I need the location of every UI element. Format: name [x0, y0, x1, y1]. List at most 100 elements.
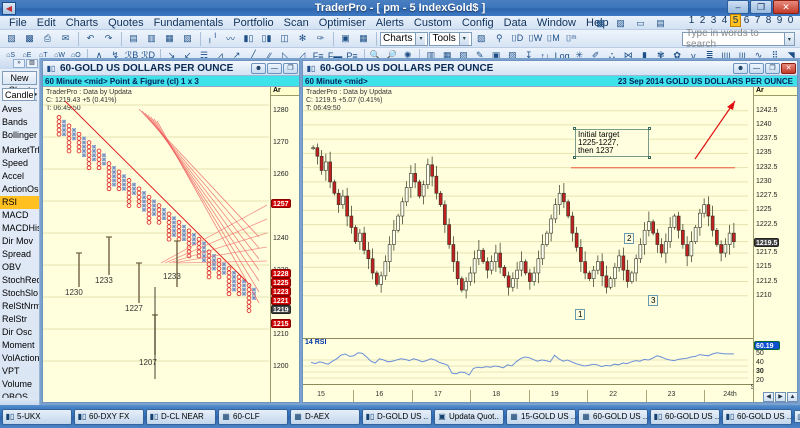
close-button[interactable]: ✕	[773, 0, 799, 14]
toolbar-draw-icon-10[interactable]: F▬	[327, 50, 343, 61]
toolbar-icon-g1-1[interactable]: ↷	[104, 33, 113, 43]
candle-maximize-button[interactable]: ❐	[765, 62, 780, 74]
indicator-item-relstnrm[interactable]: RelStNrm	[2, 301, 39, 311]
candle-current-price-tag[interactable]: 1219.5	[754, 237, 780, 247]
wave-label-2[interactable]: 2	[624, 233, 635, 244]
toolbar-zoom-icon-0[interactable]: 🔍	[369, 50, 381, 60]
dock-collapse-icon[interactable]: »	[13, 59, 25, 68]
taskbar-item-9[interactable]: ▮▯ 60-GOLD US ..	[650, 408, 720, 425]
chevron-down-icon[interactable]: ▾	[33, 89, 38, 100]
menu-item-data[interactable]: Data	[503, 16, 527, 29]
indicator-item-macdhis[interactable]: MACDHis	[2, 223, 39, 233]
indicator-item-bands[interactable]: Bands	[2, 117, 28, 127]
toolbar-right-icon-5[interactable]: ▨	[508, 50, 517, 60]
toolbar-shape-icon-0[interactable]: ∧	[95, 50, 103, 60]
toolbar-right-icon-8[interactable]: Log	[554, 50, 570, 61]
toolbar-draw-icon-4[interactable]: ↗	[232, 50, 241, 60]
menu-item-fundamentals[interactable]: Fundamentals	[153, 16, 224, 29]
indicator-item-stochreq[interactable]: StochReq	[2, 275, 39, 285]
toolbar-draw-icon-7[interactable]: ◺	[282, 50, 290, 60]
pnf-price-tag-1257[interactable]: 1257	[271, 199, 291, 208]
toolbar-right-icon-11[interactable]: ⛬	[608, 50, 616, 60]
search-input[interactable]: Type in words to search ▾	[682, 28, 795, 50]
annotation-handle-2[interactable]	[648, 127, 651, 130]
strip-icon-3[interactable]: ▤	[656, 17, 665, 28]
menu-item-alerts[interactable]: Alerts	[375, 16, 404, 29]
indicator-item-obv[interactable]: OBV	[2, 262, 22, 272]
toolbar-icon-g3-1[interactable]: 〰	[225, 34, 235, 44]
menu-item-window[interactable]: Window	[536, 16, 576, 29]
indicator-item-aves[interactable]: Aves	[2, 104, 22, 114]
maximize-button[interactable]: ❐	[750, 0, 772, 14]
toolbar-letter-icon-e[interactable]: ⌂E	[22, 52, 32, 59]
new-chart-button[interactable]: New Chart	[2, 71, 37, 95]
taskbar-item-5[interactable]: ▮▯ D-GOLD US ..	[362, 408, 432, 425]
toolbar-draw-icon-2[interactable]: ☴	[200, 50, 209, 60]
toolbar-right-icon-6[interactable]: ↧	[524, 50, 533, 60]
taskbar-item-3[interactable]: ▦ 60-CLF	[218, 408, 288, 425]
workspace-button-6[interactable]: 6	[743, 15, 750, 26]
workspace-button-2[interactable]: 2	[699, 15, 706, 26]
indicator-item-volume[interactable]: Volume	[2, 379, 33, 389]
menu-item-quotes[interactable]: Quotes	[108, 16, 144, 29]
toolbar-letter-icon-w[interactable]: ⌂W	[54, 52, 65, 59]
indicator-item-speed[interactable]: Speed	[2, 158, 29, 168]
pnf-price-tag-1219[interactable]: 1219	[271, 305, 291, 314]
toolbar-draw-icon-11[interactable]: P≡	[346, 50, 358, 61]
chevron-down-icon[interactable]: ▾	[415, 32, 426, 45]
tools-dropdown[interactable]: Tools ▾	[429, 31, 472, 46]
toolbar-icon-g3-4[interactable]: ◫	[280, 33, 289, 43]
toolbar-icon-g2-1[interactable]: ▥	[147, 33, 156, 43]
indicator-item-markettrk[interactable]: MarketTrk	[2, 145, 39, 155]
pnf-price-tag-1215[interactable]: 1215	[271, 319, 291, 328]
candle-price-axis[interactable]: Ar 1242.5 1240 1237.5 1235 1232.5 1230 1227.5 1…	[753, 87, 797, 402]
indicator-item-relstr[interactable]: RelStr	[2, 314, 28, 324]
pnf-minimize-button[interactable]: —	[267, 62, 282, 74]
toolbar-letter-icon-o[interactable]: ⌂O	[70, 52, 81, 59]
toolbar-draw-icon-9[interactable]: F≡	[312, 50, 324, 61]
toolbar-icon-g3-3[interactable]: ▯▮	[261, 33, 272, 43]
pnf-user-button[interactable]: ☻	[251, 62, 266, 74]
pnf-price-tag-1228[interactable]: 1228	[271, 269, 291, 278]
chart-type-select[interactable]: Candle ▾	[2, 88, 38, 101]
pnf-price-tag-1223[interactable]: 1223	[271, 287, 291, 296]
indicator-item-bollinger[interactable]: Bollinger	[2, 130, 38, 140]
indicator-item-dir-mov[interactable]: Dir Mov	[2, 236, 33, 246]
rsi-pane[interactable]: 14 RSI	[303, 338, 797, 384]
menu-item-config[interactable]: Config	[461, 16, 494, 29]
workspace-button-1[interactable]: 1	[688, 15, 695, 26]
taskbar-item-1[interactable]: ▮▯ 60-DXY FX	[74, 408, 144, 425]
toolbar-extra-icon-2[interactable]: ⌷D	[511, 33, 524, 43]
indicator-item-moment[interactable]: Moment	[2, 340, 35, 350]
toolbar-right-icon-17[interactable]: ≣	[705, 50, 714, 60]
toolbar-icon-g1-0[interactable]: ↶	[86, 33, 95, 43]
toolbar-right-icon-4[interactable]: ▣	[491, 50, 501, 60]
indicator-item-macd[interactable]: MACD	[2, 210, 29, 220]
menu-item-file[interactable]: File	[9, 16, 27, 29]
toolbar-extra-icon-0[interactable]: ▧	[477, 33, 486, 43]
toolbar-right-icon-19[interactable]: |||	[738, 50, 746, 61]
toolbar-right-icon-10[interactable]: ✐	[591, 50, 600, 60]
toolbar-right-icon-22[interactable]: ◥	[787, 50, 795, 60]
toolbar-right-icon-21[interactable]: ⠿	[771, 50, 779, 60]
toolbar-right-icon-2[interactable]: ▧	[459, 50, 468, 60]
annotation-handle-0[interactable]	[573, 127, 576, 130]
toolbar-draw-icon-5[interactable]: ╱	[250, 50, 256, 60]
toolbar-icon-g0-3[interactable]: ✉	[61, 33, 70, 43]
toolbar-extra-icon-4[interactable]: ⌷M	[546, 33, 560, 43]
menu-item-custom[interactable]: Custom	[413, 16, 452, 29]
indicator-item-rsi[interactable]: RSI	[0, 196, 39, 209]
toolbar-icon-g2-0[interactable]: ▤	[129, 33, 138, 43]
taskbar-item-2[interactable]: ▮▯ D-CL NEAR	[146, 408, 216, 425]
workspace-button-5[interactable]: 5	[730, 14, 741, 27]
toolbar-icon-g0-2[interactable]: ⎙	[43, 33, 52, 43]
menu-item-scan[interactable]: Scan	[283, 16, 309, 29]
workspace-button-8[interactable]: 8	[765, 15, 772, 26]
toolbar-draw-icon-0[interactable]: ↘	[167, 50, 176, 60]
toolbar-draw-icon-1[interactable]: ↙	[184, 50, 192, 60]
taskbar-item-4[interactable]: ▦ D-AEX	[290, 408, 360, 425]
taskbar-item-10[interactable]: ▮▯ 60-GOLD US ..	[722, 408, 792, 425]
minimize-button[interactable]: –	[727, 0, 749, 14]
menu-item-charts[interactable]: Charts	[65, 16, 99, 29]
scroll-button-0[interactable]: ◀	[763, 392, 774, 402]
